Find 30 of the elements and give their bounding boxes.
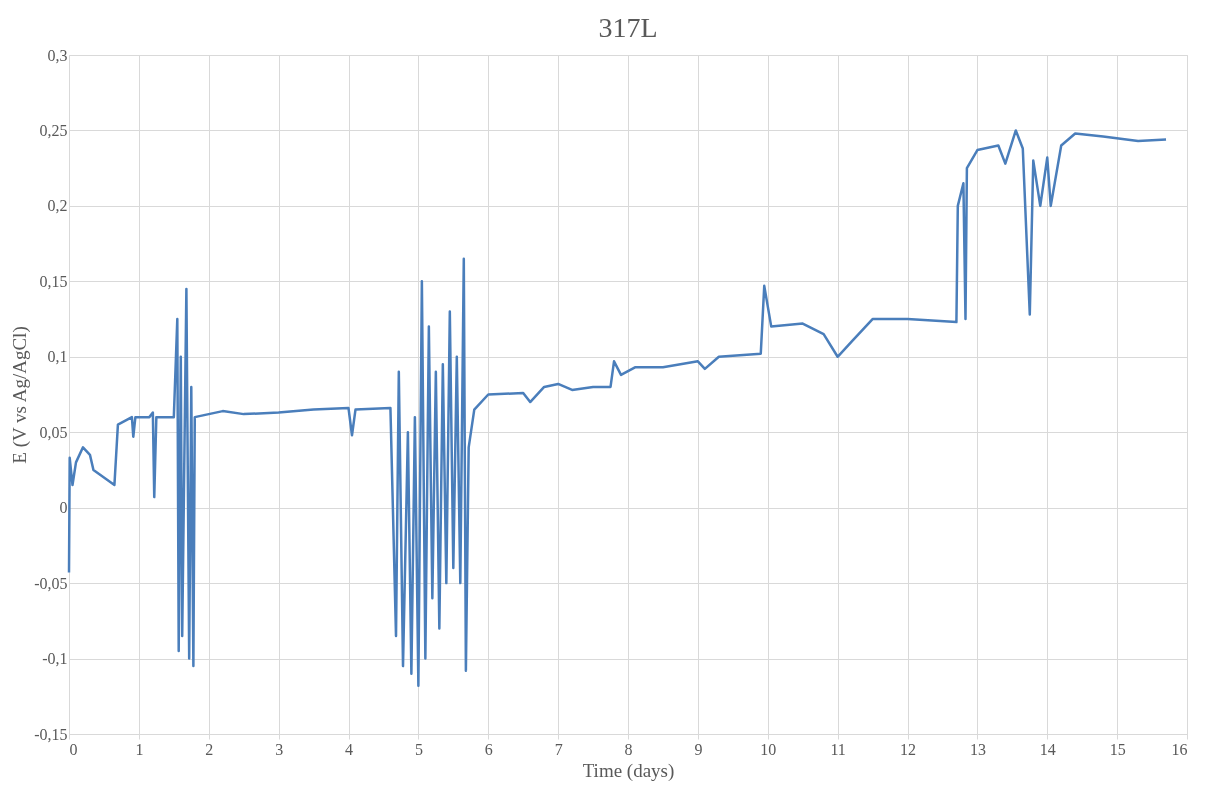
x-tick-label: 16	[1171, 740, 1188, 758]
x-axis-title: Time (days)	[582, 759, 675, 782]
x-tick-label: 12	[900, 740, 916, 758]
line-series	[67, 129, 1168, 687]
y-axis-title: E (V vs Ag/AgCl)	[9, 326, 32, 464]
x-tick-label: 6	[484, 740, 493, 758]
y-tick-label: -0,05	[34, 574, 68, 592]
y-tick-label: -0,1	[42, 650, 68, 668]
x-tick-label: 2	[205, 740, 214, 758]
x-tick-label: 9	[694, 740, 703, 758]
x-tick-label: 8	[624, 740, 633, 758]
x-tick-label: 11	[830, 740, 846, 758]
y-tick-label: 0	[59, 499, 68, 517]
y-tick-label: 0,1	[47, 348, 68, 366]
x-tick-label: 13	[969, 740, 986, 758]
x-tick-label: 7	[554, 740, 563, 758]
x-tick-label: 5	[414, 740, 423, 758]
x-tick-label: 10	[760, 740, 777, 758]
x-tick-label: 1	[135, 740, 144, 758]
y-tick-label: 0,3	[47, 46, 68, 64]
chart-title: 317L	[598, 12, 658, 43]
y-tick-label: 0,25	[39, 121, 68, 139]
x-tick-label: 15	[1109, 740, 1126, 758]
y-tick-label: 0,15	[39, 272, 68, 290]
y-tick-label: 0,2	[47, 197, 68, 215]
y-tick-label: 0,05	[39, 423, 68, 441]
x-tick-label: 14	[1039, 740, 1056, 758]
y-tick-label: -0,15	[34, 725, 68, 743]
x-tick-label: 4	[345, 740, 353, 758]
x-tick-label: 3	[275, 740, 284, 758]
